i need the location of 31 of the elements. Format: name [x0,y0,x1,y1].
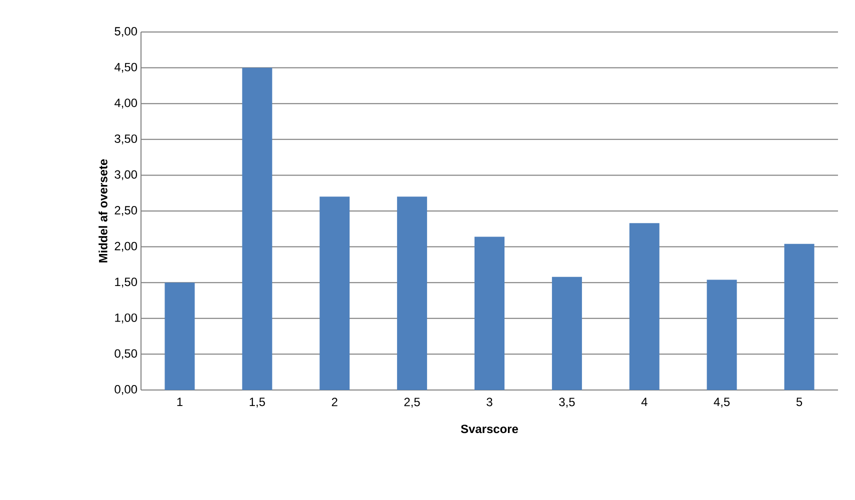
bar [552,276,582,390]
y-tick-label: 4,50 [114,62,138,73]
y-tick-label: 3,50 [114,134,138,144]
bar [164,282,195,390]
bar [320,196,350,390]
bar [706,280,737,390]
bar [242,68,272,390]
x-tick-label: 5 [796,398,802,406]
y-tick-label: 1,00 [115,313,138,324]
y-tick-label: 0,00 [114,385,138,395]
y-tick-label: 1,50 [115,278,138,288]
bar [629,223,660,390]
x-tick-label: 2,5 [404,398,420,408]
y-axis-title: Middel af oversete [98,159,108,262]
x-tick-label: 4 [641,398,648,406]
x-tick-label: 1 [177,398,182,406]
y-tick-label: 5,00 [114,27,138,37]
y-tick-label: 4,00 [114,98,138,109]
y-tick-label: 2,00 [114,242,138,252]
x-tick-label: 4,5 [714,398,730,408]
x-tick-label: 3,5 [559,398,575,408]
x-tick-label: 2 [332,398,338,406]
x-axis-title: Svarscore [460,424,518,434]
bar [474,236,505,390]
bar [784,244,814,390]
bar [397,196,428,390]
y-tick-label: 2,50 [114,206,138,216]
x-tick-label: 3 [486,398,492,406]
y-tick-label: 3,00 [114,170,138,180]
y-tick-label: 0,50 [114,349,138,360]
x-tick-label: 1,5 [250,398,265,408]
